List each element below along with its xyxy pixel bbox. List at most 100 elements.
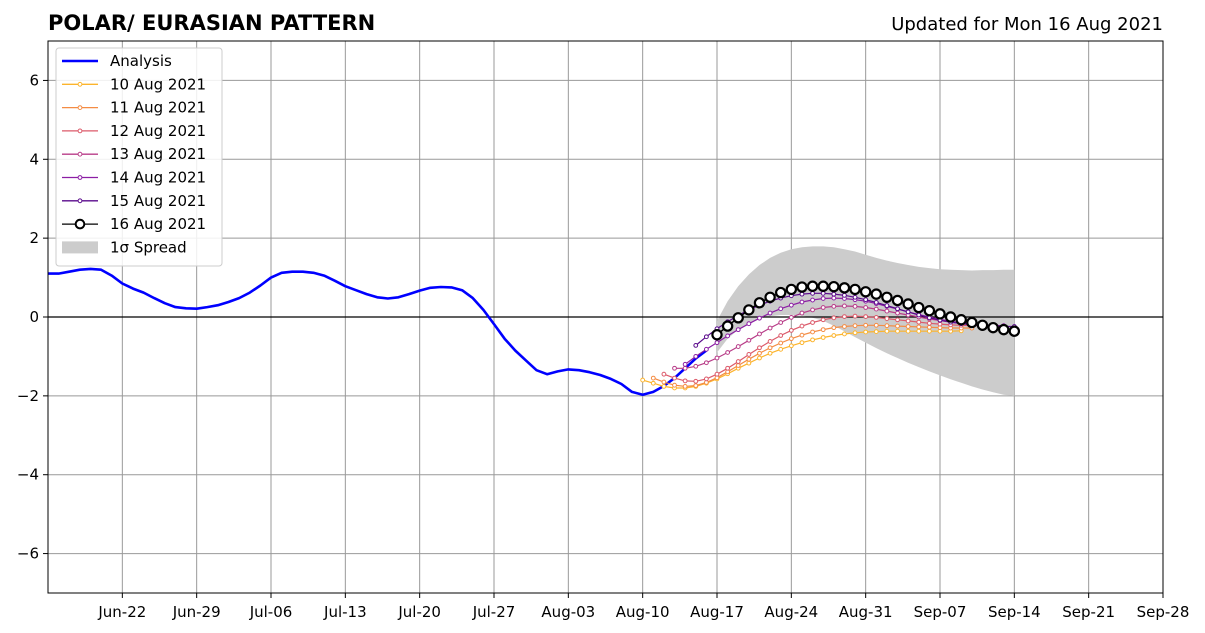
forecast-series-3 — [661, 313, 985, 384]
forecast-point — [757, 355, 762, 361]
forecast-point — [820, 327, 826, 333]
legend-label: 16 Aug 2021 — [110, 215, 206, 233]
forecast-point — [778, 346, 784, 352]
forecast-point — [895, 317, 900, 323]
forecast-point — [820, 335, 826, 340]
forecast-point — [672, 365, 677, 371]
forecast-point — [842, 331, 847, 337]
forecast-point — [806, 280, 819, 292]
x-tick-label: Jul-20 — [397, 603, 441, 621]
forecast-point — [785, 283, 798, 296]
forecast-point — [895, 306, 900, 312]
x-tick-label: Sep-14 — [988, 603, 1041, 621]
forecast-point — [926, 320, 932, 326]
forecast-point — [842, 303, 847, 309]
forecast-point — [831, 303, 837, 309]
forecast-point — [828, 280, 840, 293]
forecast-point — [905, 324, 911, 329]
x-tick-label: Aug-03 — [541, 603, 595, 621]
forecast-point — [735, 363, 741, 368]
forecast-point — [703, 360, 709, 366]
forecast-point — [863, 297, 869, 303]
legend-label: 1σ Spread — [110, 238, 187, 256]
y-tick-label: −2 — [17, 387, 39, 405]
x-tick-label: Jul-13 — [323, 603, 367, 621]
forecast-point — [810, 320, 815, 325]
forecast-series-7 — [711, 280, 1021, 341]
forecast-point — [905, 309, 911, 315]
forecast-point — [746, 356, 752, 362]
forecast-point — [796, 281, 808, 293]
forecast-point — [735, 344, 741, 349]
forecast-point — [916, 319, 922, 325]
legend-label: 13 Aug 2021 — [110, 145, 206, 163]
forecast-point — [884, 316, 890, 321]
forecast-point — [810, 329, 815, 335]
forecast-point — [976, 319, 989, 331]
forecast-point — [714, 371, 720, 377]
forecast-point — [873, 314, 879, 320]
forecast-point — [895, 323, 900, 329]
y-tick-label: 2 — [29, 229, 39, 247]
forecast-point — [955, 314, 967, 326]
forecast-point — [767, 339, 773, 344]
forecast-point — [778, 340, 784, 346]
forecast-point — [810, 307, 815, 313]
analysis-line — [48, 267, 708, 397]
forecast-point — [926, 328, 932, 334]
y-axis: −6 −4 −2 0 2 4 6 — [17, 71, 48, 563]
legend-label: 11 Aug 2021 — [110, 99, 206, 117]
forecast-point — [831, 295, 837, 301]
forecast-point — [672, 375, 677, 381]
x-tick-label: Sep-21 — [1062, 603, 1115, 621]
legend-marker — [77, 105, 83, 110]
forecast-point — [746, 337, 752, 343]
forecast-point — [640, 377, 646, 383]
legend-label: 14 Aug 2021 — [110, 169, 206, 187]
x-tick-label: Jul-06 — [249, 603, 293, 621]
forecast-point — [842, 314, 847, 320]
forecast-point — [788, 343, 794, 349]
y-tick-label: 6 — [29, 71, 39, 89]
forecast-point — [746, 360, 752, 366]
forecast-point — [852, 313, 858, 319]
forecast-point — [873, 300, 879, 305]
forecast-point — [735, 359, 741, 364]
forecast-point — [916, 324, 922, 330]
forecast-point — [693, 383, 699, 389]
forecast-point — [788, 314, 794, 320]
forecast-point — [842, 292, 847, 298]
legend-label: Analysis — [110, 52, 172, 70]
forecast-point — [650, 375, 656, 381]
x-tick-label: Sep-07 — [914, 603, 967, 621]
forecast-point — [767, 325, 773, 331]
y-tick-label: 4 — [29, 150, 39, 168]
x-tick-label: Jun-29 — [172, 603, 221, 621]
forecast-point — [682, 378, 688, 384]
x-tick-label: Aug-24 — [764, 603, 818, 621]
forecast-point — [810, 337, 815, 343]
forecast-point — [757, 350, 762, 356]
x-tick-label: Aug-17 — [690, 603, 744, 621]
forecast-point — [934, 308, 946, 320]
forecast-point — [721, 320, 734, 332]
forecast-point — [831, 315, 837, 321]
legend-label: 12 Aug 2021 — [110, 122, 206, 140]
forecast-point — [873, 306, 879, 312]
chart-subtitle: Updated for Mon 16 Aug 2021 — [891, 14, 1163, 35]
forecast-point — [735, 327, 741, 333]
forecast-point — [895, 310, 900, 316]
legend-label: 10 Aug 2021 — [110, 75, 206, 93]
forecast-point — [778, 320, 784, 325]
forecast-point — [944, 311, 957, 323]
legend: Analysis 10 Aug 2021 11 Aug 2021 12 Aug 202… — [55, 47, 223, 267]
forecast-point — [863, 314, 869, 320]
legend-swatch — [62, 241, 98, 254]
forecast-point — [725, 365, 731, 371]
legend-marker — [74, 218, 86, 230]
forecast-point — [703, 376, 709, 382]
x-axis: Jun-22 Jun-29 Jul-06 Jul-13 Jul-20 Jul-27 Aug-… — [97, 593, 1189, 621]
forecast-point — [732, 312, 744, 324]
forecast-point — [916, 312, 922, 318]
forecast-point — [863, 305, 869, 310]
